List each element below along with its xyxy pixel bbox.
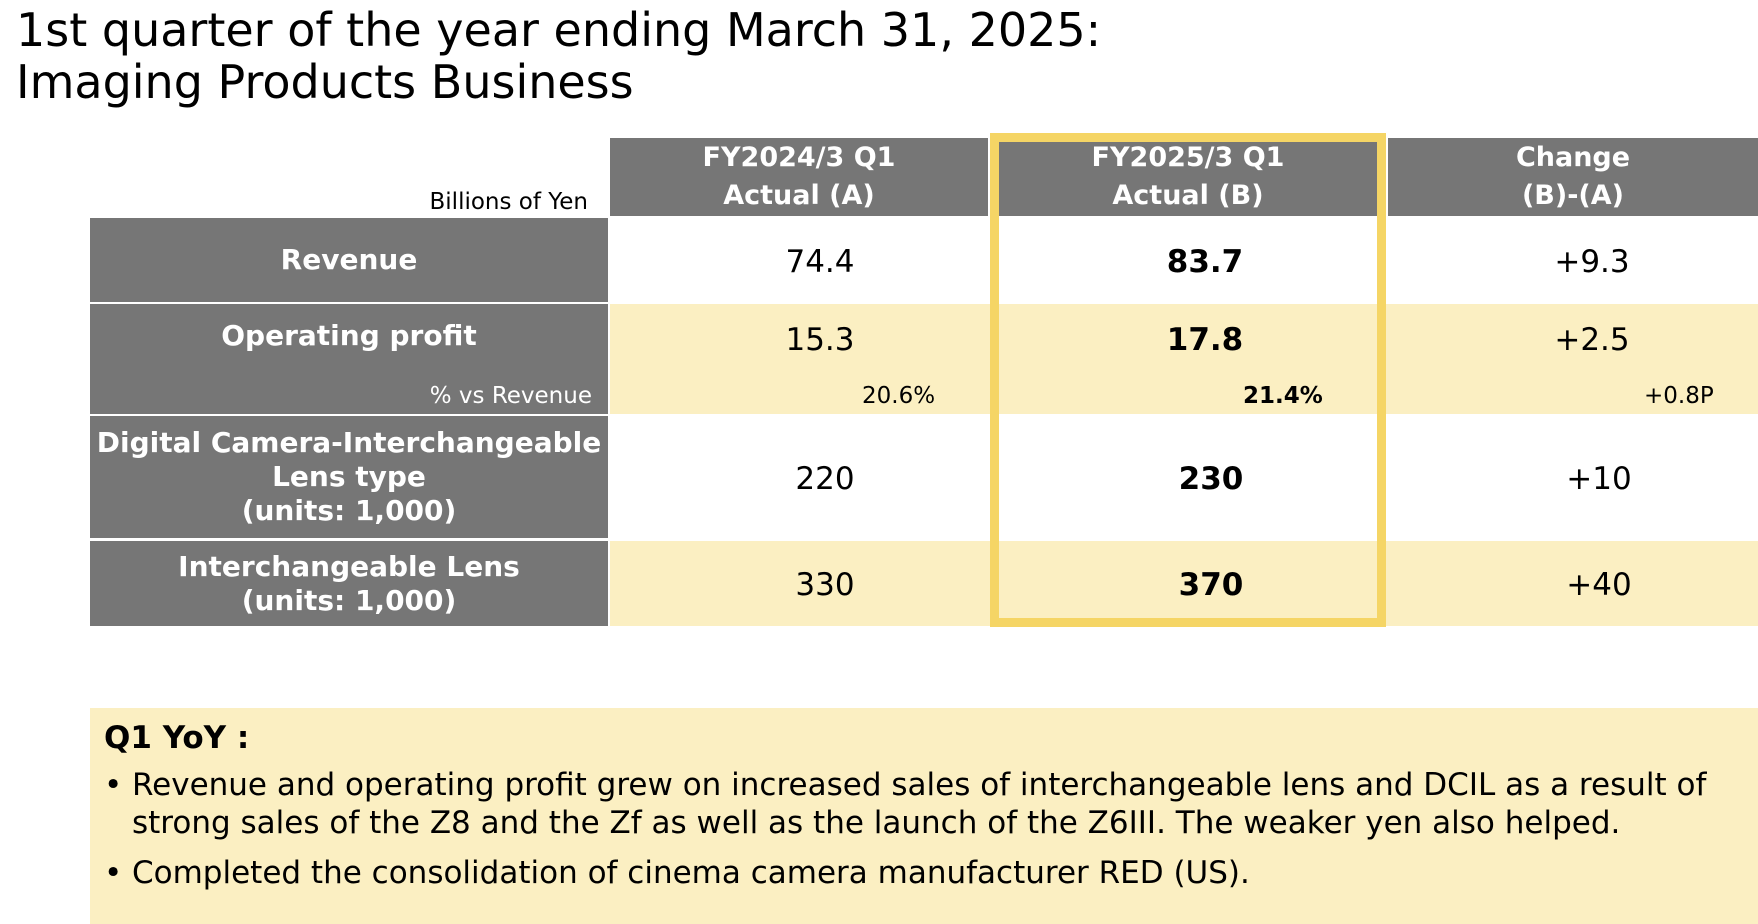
column-header-change: Change (B)-(A)	[1388, 138, 1758, 216]
column-header-line: (B)-(A)	[1521, 180, 1625, 211]
note-line: strong sales of the Z8 and the Zf as wel…	[132, 805, 1621, 841]
notes-list: • Revenue and operating profit grew on i…	[98, 766, 1750, 892]
row-label-text: (units: 1,000)	[241, 583, 457, 617]
column-header-fy2024: FY2024/3 Q1 Actual (A)	[610, 138, 988, 216]
lens-change: +40	[1566, 567, 1632, 603]
list-item: • Completed the consolidation of cinema …	[98, 854, 1750, 892]
column-header-line: Change	[1515, 142, 1631, 173]
note-line: Completed the consolidation of cinema ca…	[132, 855, 1250, 891]
lens-fy2024: 330	[795, 567, 855, 603]
row-band-operating-profit	[610, 304, 1758, 414]
operating-profit-change: +2.5	[1554, 322, 1630, 358]
row-label-dcil: Digital Camera-Interchangeable Lens type…	[90, 416, 608, 538]
dcil-change: +10	[1566, 461, 1632, 497]
column-header-fy2025: FY2025/3 Q1 Actual (B)	[990, 138, 1386, 216]
column-header-line: FY2025/3 Q1	[1091, 142, 1285, 173]
title-line-1: 1st quarter of the year ending March 31,…	[16, 3, 1102, 57]
notes-heading: Q1 YoY :	[104, 720, 250, 756]
row-label-text: Interchangeable Lens	[178, 549, 520, 583]
margin-fy2025: 21.4%	[1243, 383, 1323, 409]
bullet-icon: •	[104, 767, 123, 803]
operating-profit-fy2024: 15.3	[785, 322, 855, 358]
lens-fy2025: 370	[1178, 567, 1244, 603]
note-line: Revenue and operating profit grew on inc…	[132, 767, 1707, 803]
dcil-fy2024: 220	[795, 461, 855, 497]
row-label-text: Revenue	[280, 243, 418, 276]
row-label-text: Lens type	[272, 460, 426, 493]
row-label-interchangeable-lens: Interchangeable Lens (units: 1,000)	[90, 541, 608, 626]
revenue-change: +9.3	[1554, 244, 1630, 280]
bullet-icon: •	[104, 855, 123, 891]
row-label-margin: % vs Revenue	[429, 383, 592, 409]
revenue-fy2025: 83.7	[1166, 244, 1244, 280]
margin-fy2024: 20.6%	[862, 383, 936, 409]
row-band-interchangeable-lens	[610, 541, 1758, 626]
operating-profit-fy2025: 17.8	[1166, 322, 1244, 358]
row-label-text: Digital Camera-Interchangeable	[96, 426, 602, 459]
revenue-fy2024: 74.4	[785, 244, 855, 280]
title-line-2: Imaging Products Business	[16, 55, 634, 109]
page-title: 1st quarter of the year ending March 31,…	[16, 4, 1101, 108]
column-header-line: Actual (B)	[1112, 180, 1264, 211]
list-item: • Revenue and operating profit grew on i…	[98, 766, 1750, 842]
unit-label: Billions of Yen	[429, 189, 588, 215]
column-header-line: Actual (A)	[723, 180, 875, 211]
margin-change: +0.8P	[1644, 383, 1714, 409]
yoy-notes-box: Q1 YoY : • Revenue and operating profit …	[90, 708, 1758, 924]
column-header-line: FY2024/3 Q1	[702, 142, 896, 173]
row-label-operating-profit: Operating profit % vs Revenue	[90, 304, 608, 414]
row-label-text: (units: 1,000)	[241, 494, 457, 527]
dcil-fy2025: 230	[1178, 461, 1244, 497]
row-label-revenue: Revenue	[90, 218, 608, 302]
row-label-text: Operating profit	[221, 319, 477, 352]
